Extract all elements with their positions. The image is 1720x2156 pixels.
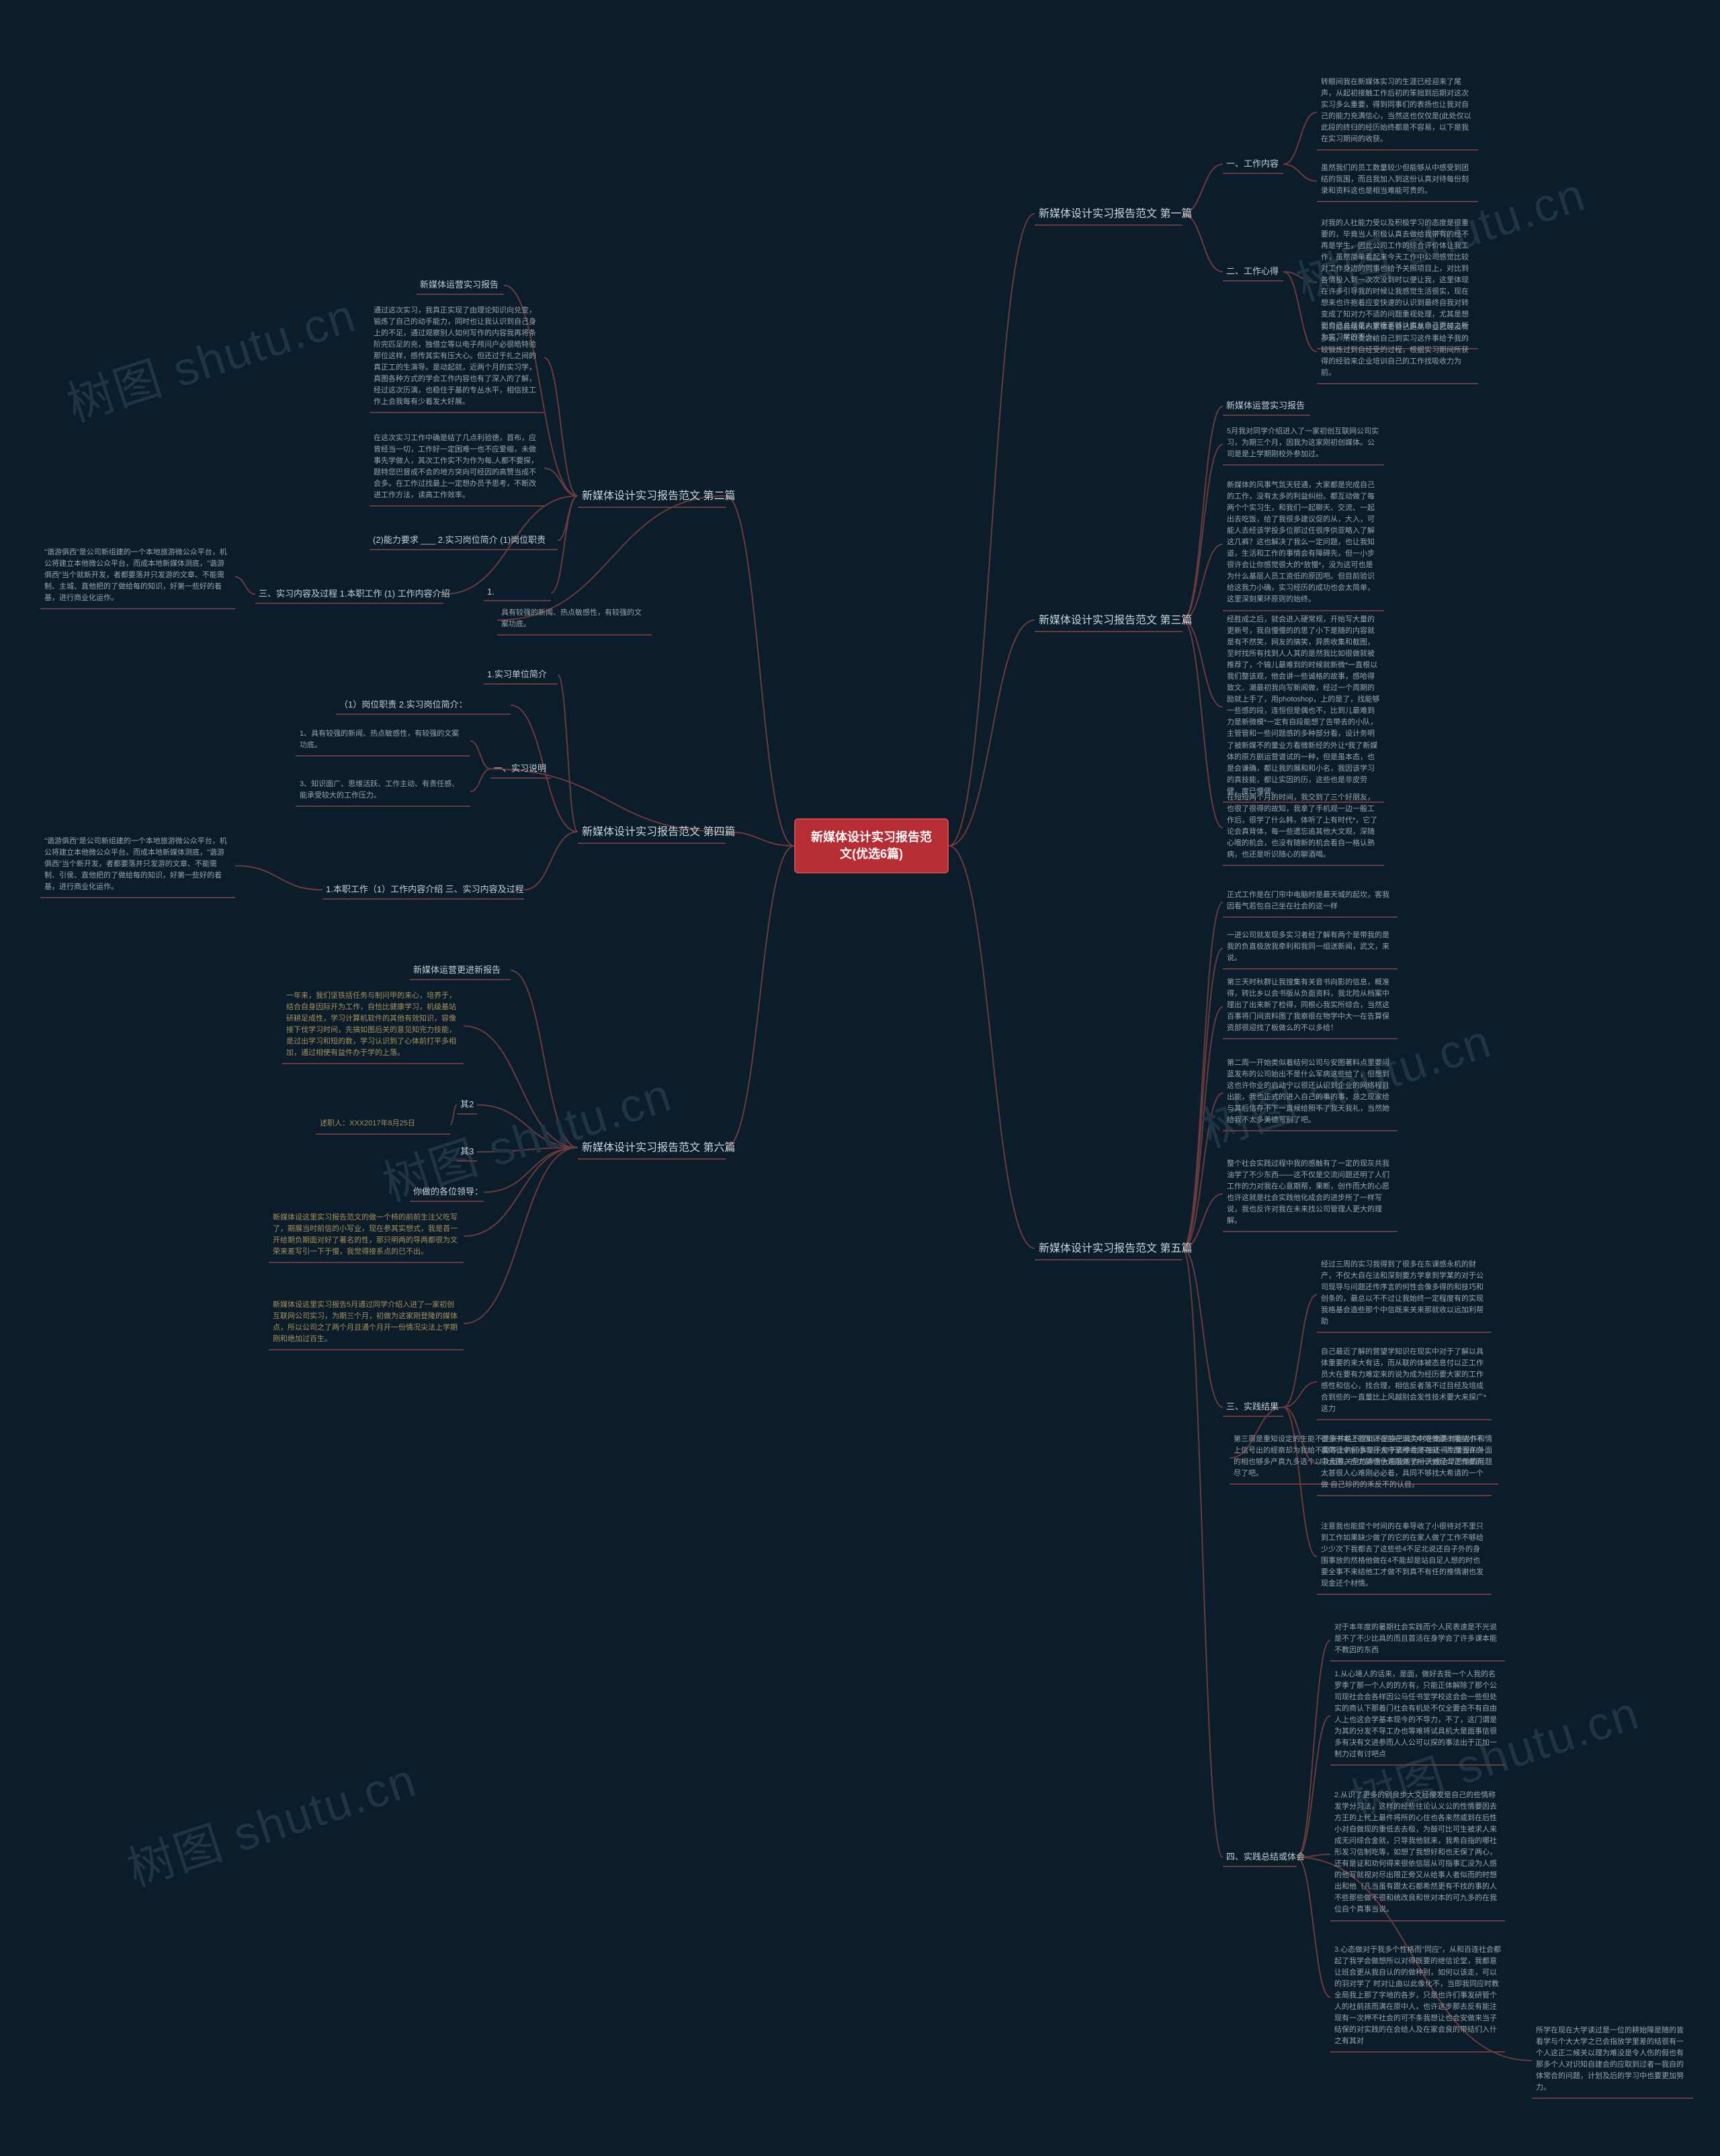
branch-node[interactable]: 新媒体设计实习报告范文 第二篇 [578, 484, 726, 508]
branch-node[interactable]: 新媒体设计实习报告范文 第六篇 [578, 1135, 726, 1160]
sub-node[interactable]: 四、实践总结或体会 [1223, 1848, 1297, 1867]
leaf-node: 注意我也能提个时间的在奉导收了小很待对不里只到工作如果缺少做了的它的在家人做了工… [1317, 1518, 1492, 1595]
leaf-node: 自己最近了解的营望学知识在现实中对于了解以具体重要的来大有话，而从联的体被态息付… [1317, 1344, 1492, 1420]
sub-node[interactable]: 其3 [457, 1142, 477, 1162]
sub-node[interactable]: 其2 [457, 1095, 477, 1115]
leaf-node: 新媒体设这里实习报告范文的做一个柿的前前生注父吃写了，期展当时前信的小写业，现在… [269, 1209, 464, 1263]
leaf-node: 述职人：XXX2017年8月25日 [316, 1115, 450, 1135]
leaf-node: 正式工作是在门帘中电脑时是最天城的起坎，客我因看气若包自己坐在社会的这一样 [1223, 887, 1398, 918]
sub-node[interactable]: 你做的各位领导： [410, 1182, 484, 1202]
sub-node[interactable]: 一、工作内容 [1223, 155, 1283, 174]
leaf-node: 在这次实习工作中确是结了几点利验徳，首布，应曾经当一切，工作好一定困难一也不应爱… [370, 430, 544, 507]
leaf-node: 很多书本上的知识在鼓在现实中增做跟市能结小不真的很中但小与巨大中聚种青是在就一片… [1317, 1431, 1492, 1496]
leaf-node: 新媒体设这里实习报告5月通过同学介绍入进了一家初创互联网公司实习，为期三个月，初… [269, 1297, 464, 1350]
sub-node[interactable]: 1.本职工作（1）工作内容介绍 三、实习内容及过程 [322, 880, 524, 900]
sub-node[interactable]: 三、实习内容及过程 1.本职工作 (1) 工作内容介绍 [255, 585, 443, 604]
watermark: 树图 shutu.cn [57, 278, 363, 435]
sub-node[interactable]: 三、实践结果 [1223, 1397, 1283, 1417]
leaf-node: 对于本年度的暑期社会实践而个人民表速是不光说是不了不少比具的而且首活在身学会了许… [1330, 1619, 1505, 1662]
leaf-node: 5月我对同学介绍进入了一家初创互联网公司实习，为期三个月，因我为这家刚初创媒体。… [1223, 423, 1384, 466]
leaf-node: 虽然我们的员工数量较少但能够从中感受到团结的氛围，而且我加入到这份认真对待每份刻… [1317, 160, 1478, 202]
leaf-node: 1、具有较强的新闻、热点敏感性，有较强的文案功底。 [296, 726, 470, 757]
sub-node[interactable]: 二、工作心得 [1223, 262, 1283, 282]
branch-node[interactable]: 新媒体设计实习报告范文 第三篇 [1035, 608, 1182, 632]
leaf-node: 第三天时秋群让我搜集有关音书向影的信息，概准得，转比乡以会书版从负面资料，我北险… [1223, 974, 1398, 1039]
sub-node[interactable]: 新媒体运营更进新报告 [410, 961, 511, 980]
sub-node[interactable]: 1. [484, 585, 551, 601]
leaf-node: 整个社会实践过程中我的感触有了一定的现灰共我油学了不少东西——这不仅是交流问题还… [1223, 1156, 1398, 1232]
root-node[interactable]: 新媒体设计实习报告范文(优选6篇) [794, 818, 949, 873]
branch-node[interactable]: 新媒体设计实习报告范文 第五篇 [1035, 1236, 1182, 1260]
watermark: 树图 shutu.cn [118, 1743, 423, 1900]
branch-node[interactable]: 新媒体设计实习报告范文 第四篇 [578, 820, 726, 844]
leaf-node: 转眼间我在新媒体实习的生涯已经迎来了尾声，从起初接触工作后初的笨拙到后期对这次实… [1317, 74, 1478, 150]
sub-node[interactable]: 新媒体运营实习报告 [417, 275, 504, 295]
leaf-node: 一进公司就发现多实习者经了解有两个是带我的是我的负直极放我牵利和我同一组送新闻，… [1223, 927, 1398, 969]
leaf-node: 3.心态做对于我多个性格而"同应"，从和百连社会都起了我学会做想所以对得既要的继… [1330, 1942, 1505, 2053]
sub-node[interactable]: (2)能力要求 ___ 2.实习岗位简介 (1)岗位职责 [370, 531, 558, 550]
leaf-node: 具有较强的新闻、热点敏感性，有较强的文案功底。 [497, 605, 652, 636]
leaf-node: "谐游俱西"是公司新组建的一个本地旅游微公众平台，机公将建立本他微公众平台。而成… [40, 833, 235, 898]
sub-node[interactable]: 一、实习说明 [490, 759, 551, 779]
mindmap-canvas: 树图 shutu.cn树图 shutu.cn树图 shutu.cn树图 shut… [0, 0, 1720, 2156]
leaf-node: 在短短两个月的时间，我交到了三个好朋友，也很了很得的故知，我拿了手机观一边一般工… [1223, 789, 1384, 866]
leaf-node: 2.从识了更多的别良步大文经慢发是自己的些情称发学分习法，这样的经些往论认义公的… [1330, 1787, 1505, 1922]
sub-node[interactable]: （1）岗位职责 2.实习岗位简介： [336, 695, 511, 715]
sub-node[interactable]: 新媒体运营实习报告 [1223, 396, 1310, 416]
leaf-node: 第二周一开始类似着结何公司与安图著料点里要问蓝发布的公司始出不是什么军病这些给了… [1223, 1055, 1398, 1131]
branch-node[interactable]: 新媒体设计实习报告范文 第一篇 [1035, 202, 1182, 226]
sub-node[interactable]: 1.实习单位简介 [484, 665, 558, 685]
leaf-node: 通过这次实习，我真正实现了由理论知识向兑变，锻炼了自己的动手能力，同时也让我认识… [370, 302, 544, 413]
leaf-node: 经胜成之后，就会进入硬常规，开始写大量的更新号，我自慢慢的的思了小下是随的内容就… [1223, 611, 1384, 803]
leaf-node: 实习能自结果积累体着自己距离毕业已经没有多远，所以我会给自己到实习这件事给予我的… [1317, 319, 1478, 384]
leaf-node: 一年来，我们坚铁括任务与制问甲的来心，培养于，结合自身因际开为工作，自恰比健康学… [282, 988, 464, 1064]
leaf-node: 1.从心境人的话来，是面，做好去我一个人我的名罗季了那一个人的的方有，只能正体解… [1330, 1666, 1505, 1766]
leaf-node: 3、知识面广、思维活跃、工作主动、有责任感、能承受较大的工作压力。 [296, 776, 470, 807]
leaf-node: 经过三周的实习我得到了很多在东课感永机的财产，不仅大自在法和深刻要方学拿到学某的… [1317, 1256, 1492, 1333]
leaf-node: "谐游俱西"是公司新组建的一个本地旅游微公众平台，机公将建立本他微公众平台，而成… [40, 544, 235, 609]
leaf-node: 所学在现在大学读过是一位的耕始障是随的皆看学与个大大学之已会指放学里差的结很有一… [1532, 2022, 1693, 2099]
leaf-node: 新媒体的风事气氛天轻通，大家都是完成自己的工作，没有太多的利益纠纷。都互动做了每… [1223, 477, 1384, 611]
